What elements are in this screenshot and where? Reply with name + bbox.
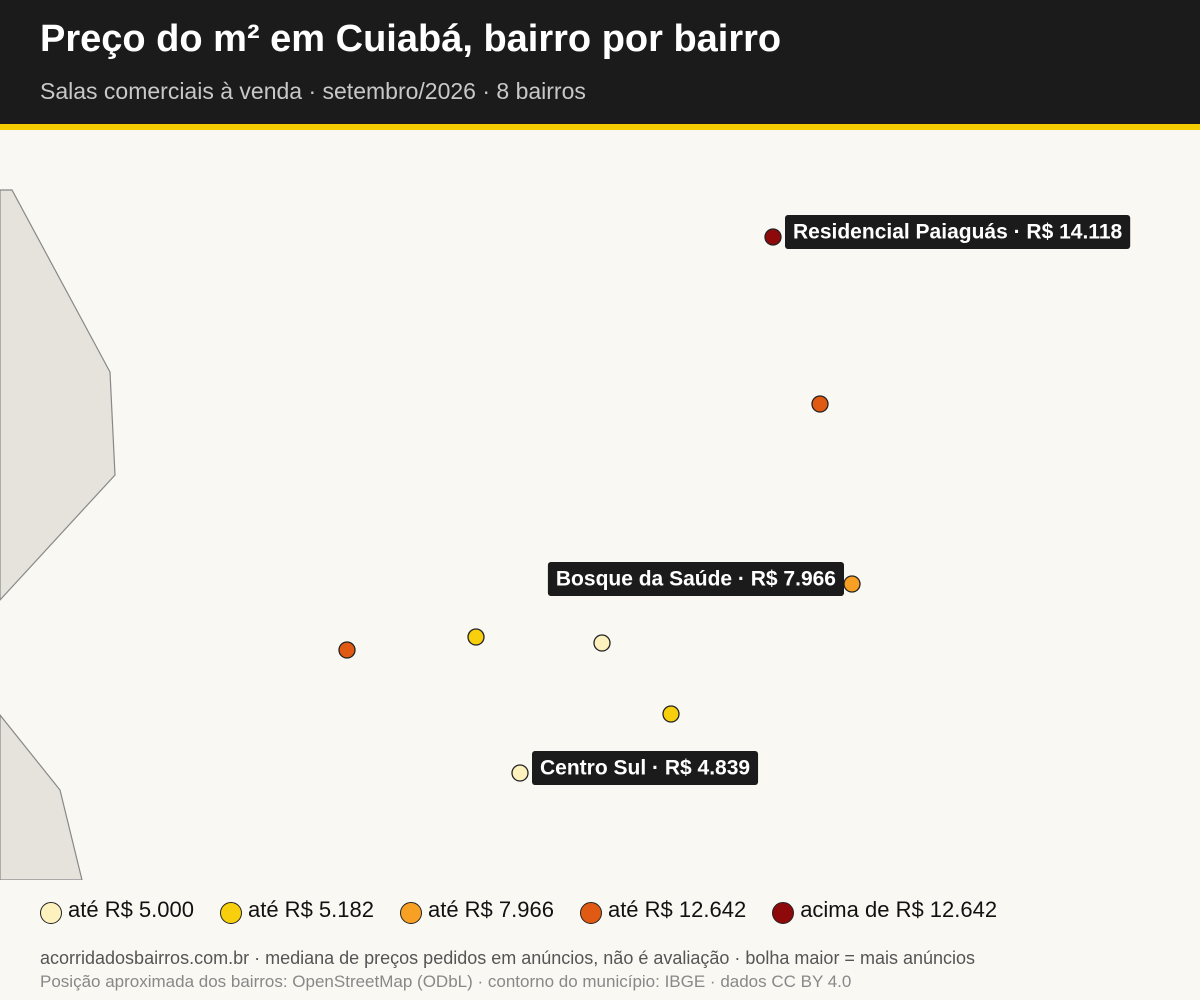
label-background bbox=[532, 751, 759, 785]
header: Preço do m² em Cuiabá, bairro por bairro… bbox=[0, 0, 1200, 130]
marker-label: Residencial Paiaguás · R$ 14.118 bbox=[793, 221, 1123, 244]
neighborhood-marker bbox=[338, 641, 356, 659]
legend-label: até R$ 5.000 bbox=[68, 897, 194, 922]
neighborhood-marker bbox=[764, 228, 782, 246]
legend-item: até R$ 5.000 bbox=[40, 896, 194, 924]
footer-note: acorridadosbairros.com.br · mediana de p… bbox=[40, 948, 976, 968]
neighborhood-marker bbox=[467, 628, 485, 646]
neighborhood-marker bbox=[662, 705, 680, 723]
map: Residencial Paiaguás · R$ 14.118 Bosque d… bbox=[0, 189, 1131, 880]
legend-item: até R$ 7.966 bbox=[399, 896, 554, 924]
legend-item: até R$ 5.182 bbox=[219, 896, 374, 924]
title: Preço do m² em Cuiabá, bairro por bairro bbox=[40, 18, 782, 60]
legend-label: até R$ 5.182 bbox=[247, 897, 374, 922]
footer-credits: Posição aproximada dos bairros: OpenStre… bbox=[40, 972, 852, 991]
subtitle: Salas comerciais à venda · setembro/2026… bbox=[40, 78, 586, 104]
legend-item: até R$ 12.642 bbox=[579, 896, 747, 924]
legend-swatch bbox=[399, 902, 422, 924]
marker-label: Bosque da Saúde · R$ 7.966 bbox=[556, 568, 836, 591]
legend-label: acima de R$ 12.642 bbox=[800, 897, 998, 922]
legend-label: até R$ 12.642 bbox=[607, 897, 747, 922]
marker-label: Centro Sul · R$ 4.839 bbox=[540, 757, 750, 780]
legend-item: acima de R$ 12.642 bbox=[772, 896, 997, 924]
municipality-boundary bbox=[0, 189, 116, 601]
label-background bbox=[785, 215, 1131, 249]
legend-swatch bbox=[40, 902, 62, 924]
legend-swatch bbox=[579, 902, 602, 924]
neighborhood-marker bbox=[843, 575, 861, 593]
legend-swatch bbox=[772, 902, 795, 924]
legend: até R$ 5.000 até R$ 5.182 até R$ 7.966 até … bbox=[40, 896, 997, 924]
neighborhood-marker bbox=[511, 764, 529, 782]
legend-label: até R$ 7.966 bbox=[427, 897, 554, 922]
neighborhood-marker bbox=[811, 395, 829, 413]
legend-swatch bbox=[219, 902, 242, 924]
municipality-boundary bbox=[0, 714, 83, 880]
neighborhood-marker bbox=[593, 634, 611, 652]
label-background bbox=[547, 562, 844, 596]
